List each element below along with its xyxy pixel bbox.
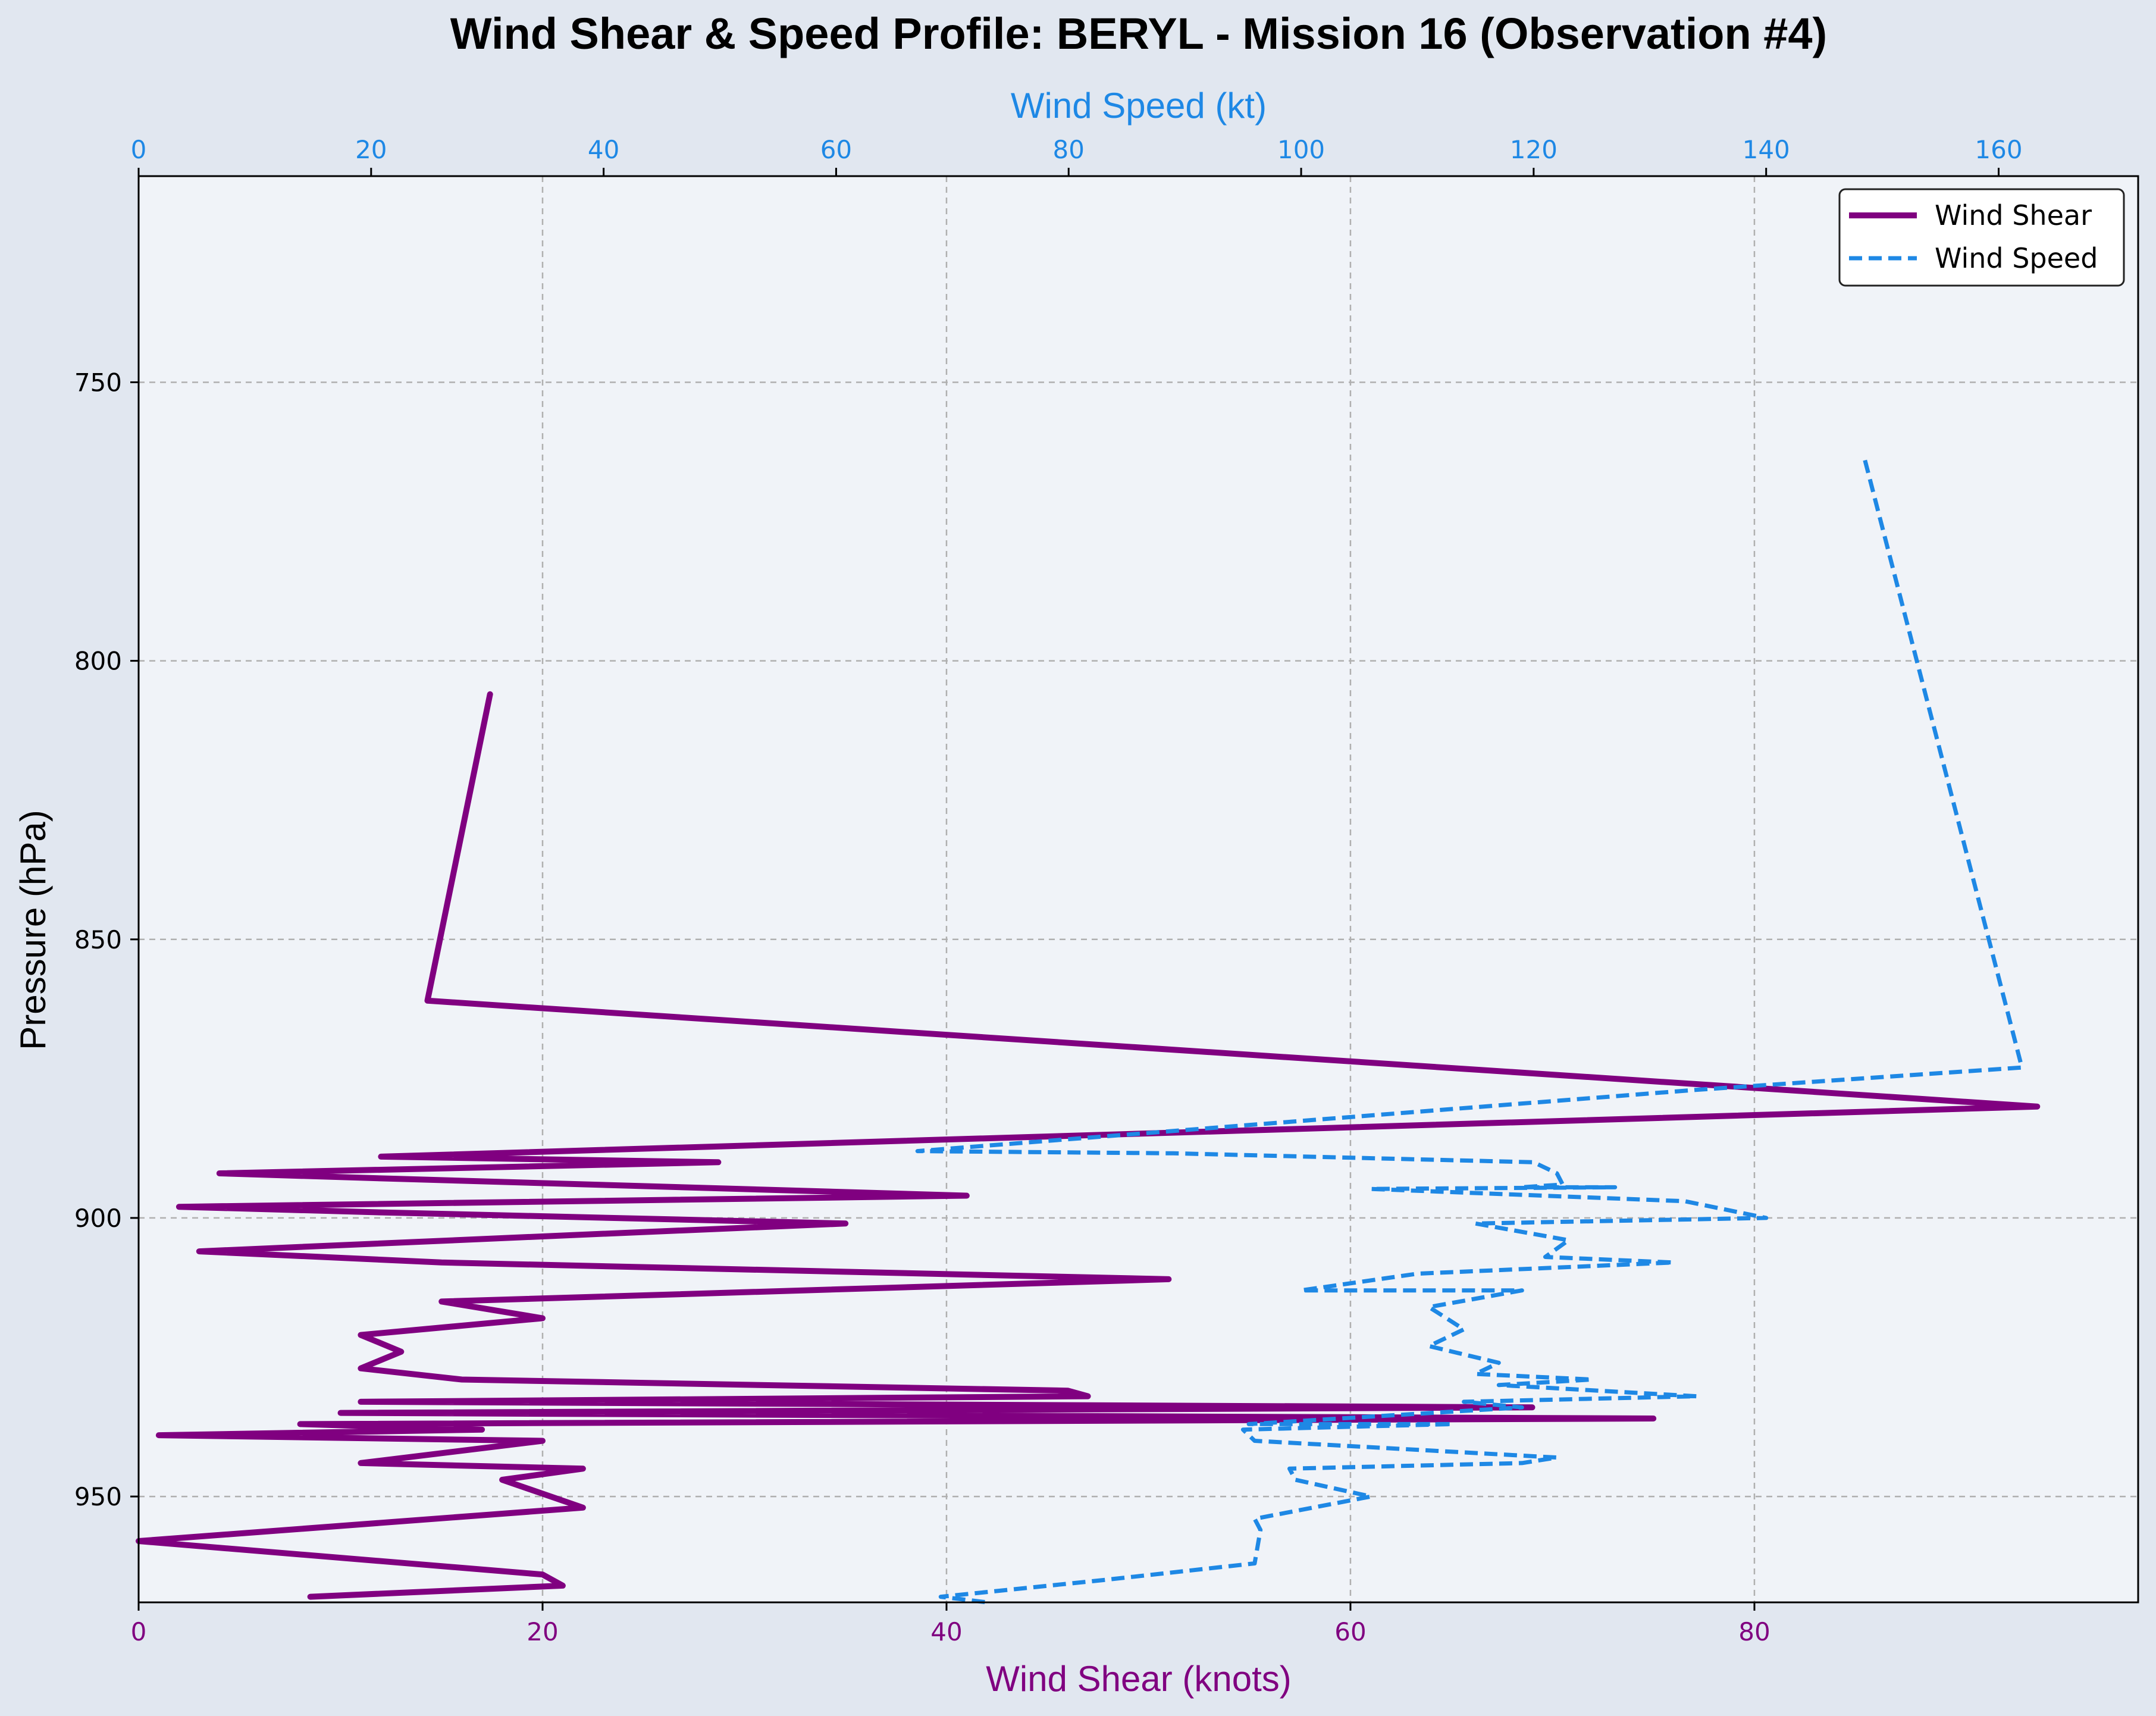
x-top-tick-label: 60 <box>820 135 852 164</box>
x-bottom-tick-label: 80 <box>1738 1617 1770 1646</box>
x-top-tick-label: 160 <box>1975 135 2022 164</box>
x-bottom-tick-label: 40 <box>930 1617 962 1646</box>
x-top-tick-label: 80 <box>1053 135 1085 164</box>
series-layer <box>136 459 2041 1605</box>
x-top-tick-label: 0 <box>131 135 147 164</box>
y-tick-label: 850 <box>74 925 122 954</box>
x-top-tick-label: 140 <box>1743 135 1790 164</box>
x-top-tick-label: 40 <box>588 135 619 164</box>
wind-shear-line <box>136 691 2041 1600</box>
chart-title: Wind Shear & Speed Profile: BERYL - Miss… <box>450 9 1827 58</box>
plot-frame <box>137 175 2139 1604</box>
y-tick-label: 800 <box>74 647 122 676</box>
x-bottom-tick-label: 60 <box>1334 1617 1366 1646</box>
x-bottom-axis-label: Wind Shear (knots) <box>986 1659 1292 1699</box>
y-tick-label: 950 <box>74 1482 122 1511</box>
x-top-tick-label: 20 <box>355 135 387 164</box>
grid <box>139 176 2138 1602</box>
wind-speed-line <box>915 459 2025 1605</box>
legend-wind-shear-label: Wind Shear <box>1935 199 2092 231</box>
x-top-axis-label: Wind Speed (kt) <box>1011 86 1267 126</box>
legend-wind-speed-label: Wind Speed <box>1935 242 2098 274</box>
x-bottom-tick-label: 0 <box>131 1617 147 1646</box>
tick-layer: 0 20 40 60 800 20 40 60 80 100 120 140 1607508008509… <box>74 135 2023 1646</box>
x-top-tick-label: 100 <box>1277 135 1325 164</box>
y-axis-label: Pressure (hPa) <box>13 810 53 1050</box>
x-bottom-tick-label: 20 <box>527 1617 558 1646</box>
x-top-tick-label: 120 <box>1510 135 1558 164</box>
y-tick-label: 750 <box>74 368 122 397</box>
plot-area <box>139 176 2138 1602</box>
y-tick-label: 900 <box>74 1204 122 1233</box>
legend: Wind Shear Wind Speed <box>1838 188 2125 287</box>
